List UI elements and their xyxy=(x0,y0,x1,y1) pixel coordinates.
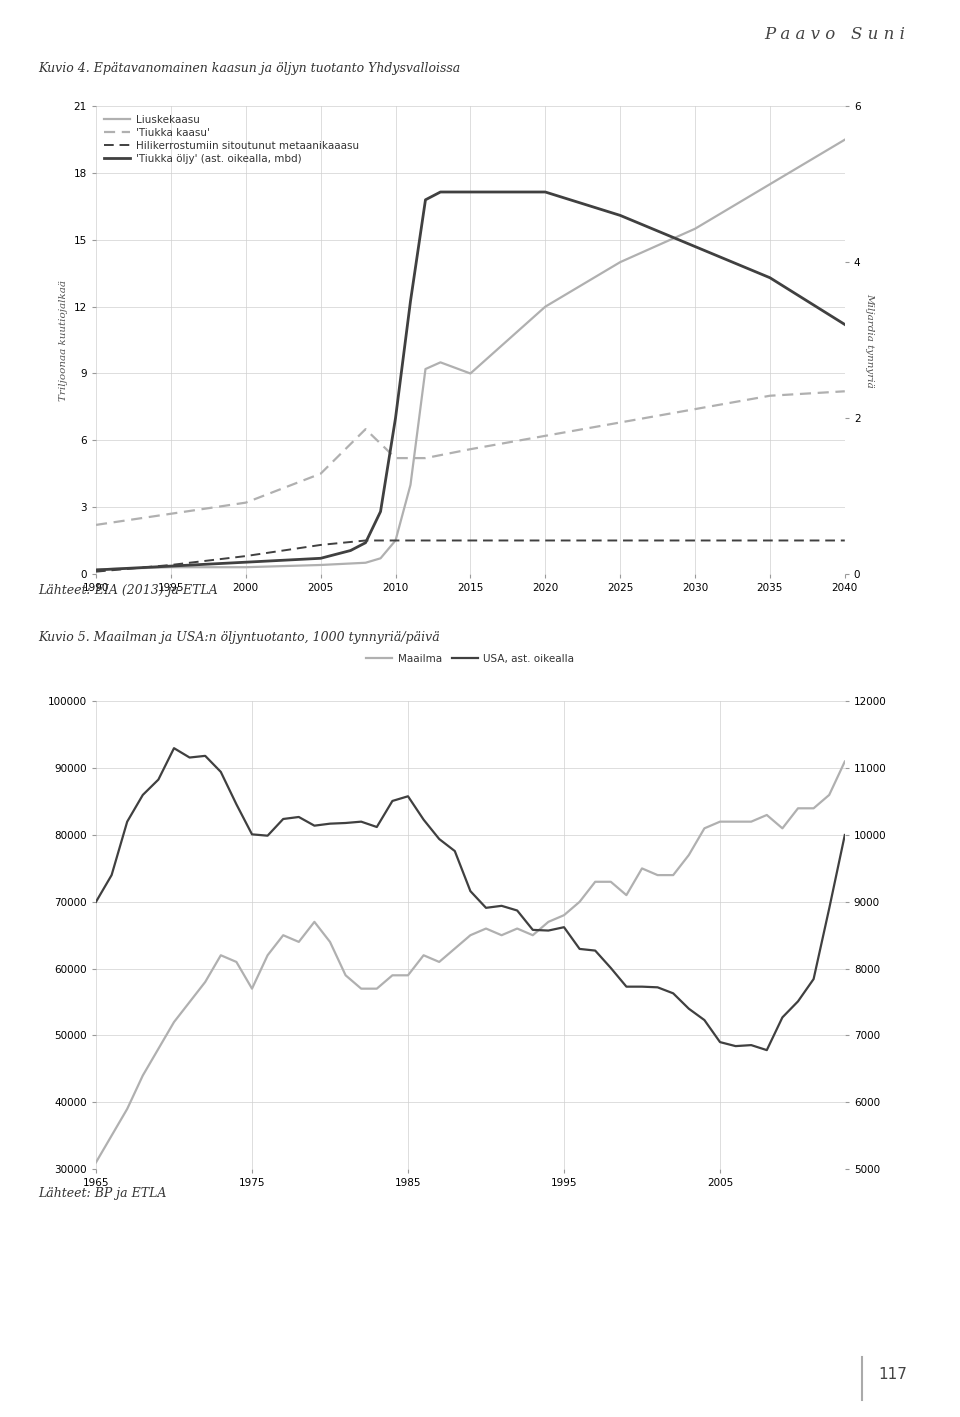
Text: P a a v o   S u n i: P a a v o S u n i xyxy=(765,26,905,43)
Y-axis label: Triljoonaa kuutiojalkaä: Triljoonaa kuutiojalkaä xyxy=(60,279,68,401)
Legend: Maailma, USA, ast. oikealla: Maailma, USA, ast. oikealla xyxy=(363,650,578,667)
Legend: Liuskekaasu, 'Tiukka kaasu', Hilikerrostumiin sitoutunut metaanikaaasu, 'Tiukka : Liuskekaasu, 'Tiukka kaasu', Hilikerrost… xyxy=(101,112,362,167)
Text: Kuvio 5. Maailman ja USA:n öljyntuotanto, 1000 tynnyriä/päivä: Kuvio 5. Maailman ja USA:n öljyntuotanto… xyxy=(38,631,440,643)
Y-axis label: Miljardia tynnyriä: Miljardia tynnyriä xyxy=(865,293,875,387)
Text: Lähteet: BP ja ETLA: Lähteet: BP ja ETLA xyxy=(38,1187,167,1200)
Text: Kuvio 4. Epätavanomainen kaasun ja öljyn tuotanto Yhdysvalloissa: Kuvio 4. Epätavanomainen kaasun ja öljyn… xyxy=(38,62,461,75)
Text: 117: 117 xyxy=(878,1367,907,1382)
Text: Lähteet: EIA (2013) ja ETLA: Lähteet: EIA (2013) ja ETLA xyxy=(38,584,218,597)
